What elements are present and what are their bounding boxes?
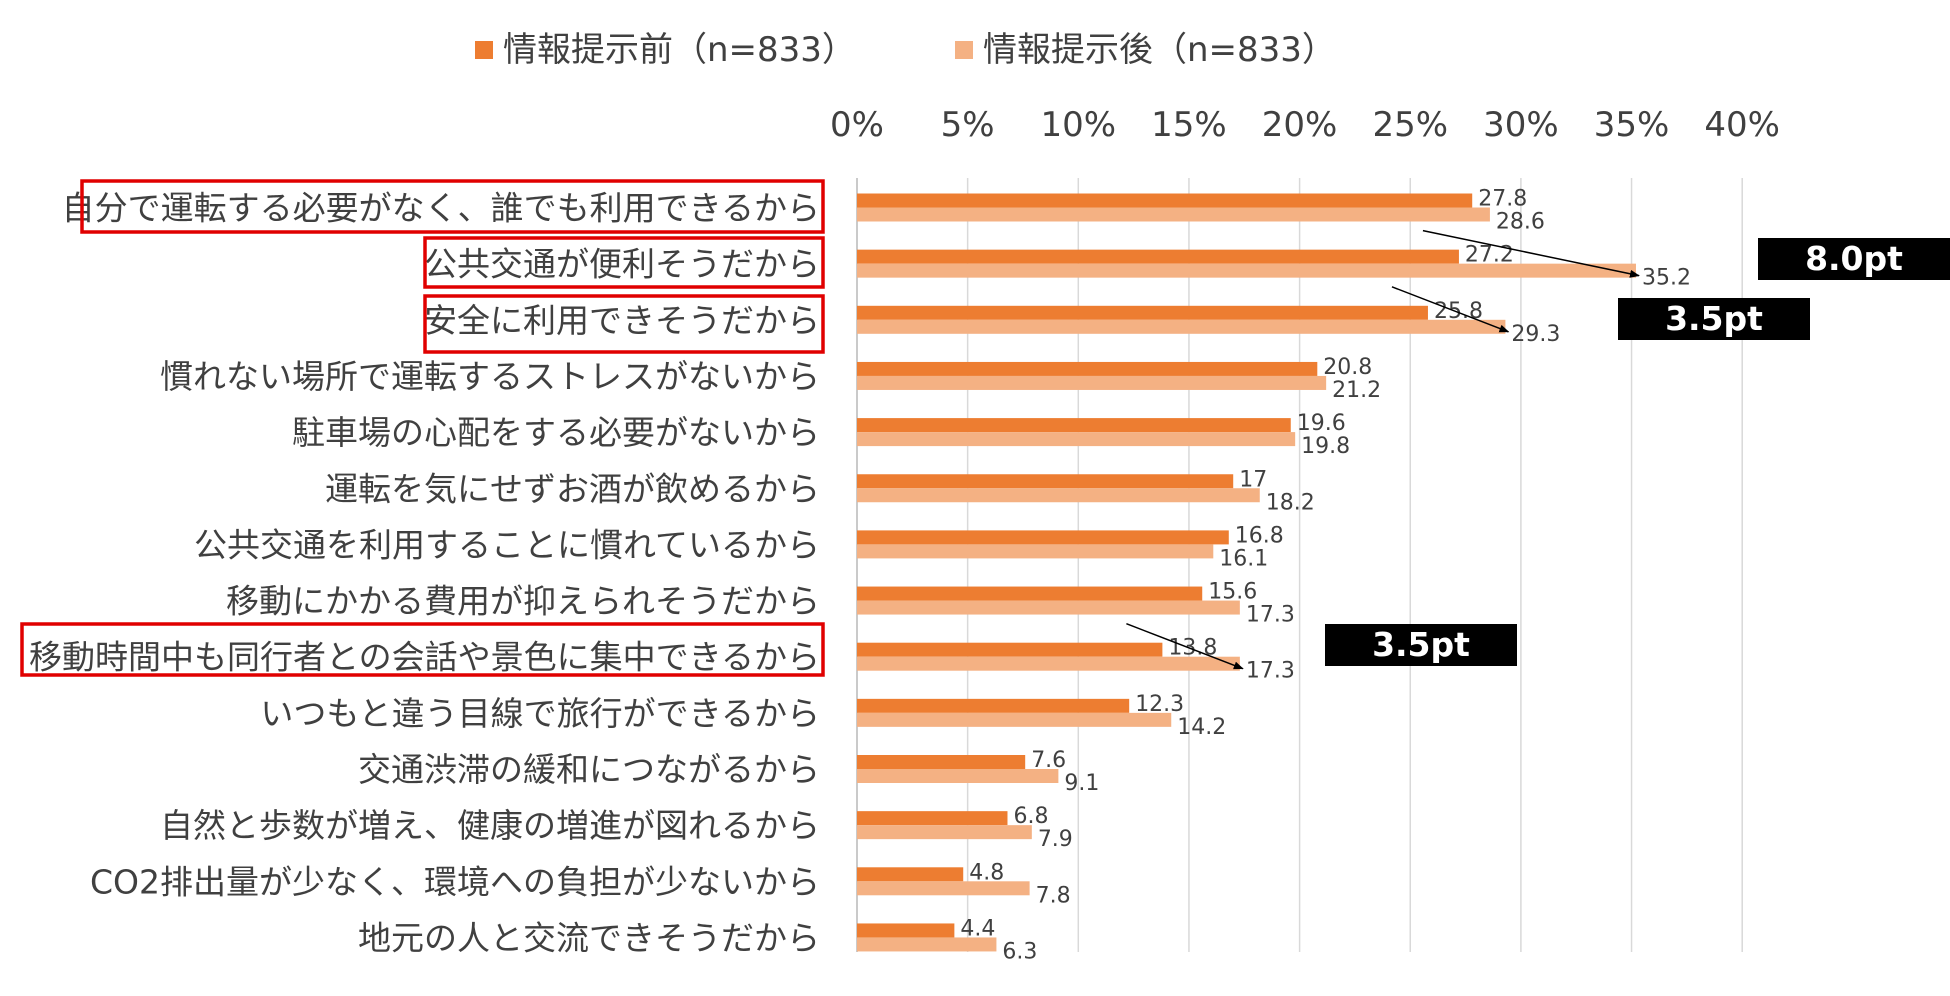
bar-after (857, 207, 1490, 222)
category-label: いつもと違う目線で旅行ができるから (260, 694, 820, 733)
bar-after (857, 712, 1172, 727)
data-label-after: 29.3 (1511, 322, 1560, 347)
bar-after (857, 263, 1636, 278)
bar-before (857, 361, 1318, 376)
category-label: 運転を気にせずお酒が飲めるから (325, 469, 820, 508)
data-label-before: 4.8 (969, 860, 1004, 885)
legend-label: 情報提示前（n=833） (503, 30, 856, 70)
data-label-after: 28.6 (1496, 210, 1545, 235)
x-tick-label: 0% (830, 105, 884, 145)
data-label-after: 14.2 (1177, 715, 1226, 740)
bar-after (857, 825, 1032, 840)
x-tick-label: 35% (1594, 105, 1670, 145)
category-label: 公共交通が便利そうだから (424, 245, 820, 284)
bar-after (857, 375, 1327, 390)
category-label: 自分で運転する必要がなく、誰でも利用できるから (62, 189, 820, 228)
bar-before (857, 249, 1459, 264)
bar-after (857, 769, 1059, 783)
difference-badge (1758, 238, 1950, 280)
bar-before (857, 867, 964, 882)
data-label-before: 12.3 (1135, 692, 1184, 717)
data-label-before: 16.8 (1235, 523, 1284, 548)
difference-badge (1618, 298, 1810, 340)
bar-after (857, 432, 1296, 447)
data-label-after: 17.3 (1246, 603, 1295, 628)
bar-before (857, 474, 1234, 489)
x-tick-label: 20% (1262, 105, 1338, 145)
category-label: 安全に利用できそうだから (424, 301, 820, 340)
data-label-before: 27.8 (1478, 187, 1527, 212)
data-label-after: 18.2 (1266, 490, 1315, 515)
category-label: 駐車場の心配をする必要がないから (292, 413, 820, 452)
data-label-before: 6.8 (1013, 804, 1048, 829)
data-label-before: 4.4 (960, 916, 995, 941)
bar-after (857, 600, 1240, 615)
data-label-before: 25.8 (1434, 299, 1483, 324)
bar-before (857, 586, 1203, 601)
x-tick-label: 40% (1704, 105, 1780, 145)
bar-before (857, 811, 1008, 826)
bar-before (857, 642, 1163, 657)
category-label: 慣れない場所で運転するストレスがないから (160, 357, 820, 396)
change-arrow (1126, 623, 1244, 670)
data-label-before: 15.6 (1208, 580, 1257, 605)
data-label-after: 21.2 (1332, 378, 1381, 403)
x-tick-label: 5% (941, 105, 995, 145)
bar-before (857, 698, 1130, 713)
bar-before (857, 530, 1229, 545)
x-tick-label: 10% (1041, 105, 1117, 145)
bar-after (857, 881, 1030, 896)
bar-after (857, 937, 997, 952)
change-arrow (1391, 286, 1510, 333)
x-tick-label: 30% (1483, 105, 1559, 145)
category-label: 移動にかかる費用が抑えられそうだから (226, 582, 820, 621)
legend-swatch (955, 41, 973, 59)
data-label-before: 7.6 (1031, 748, 1066, 773)
bar-after (857, 319, 1506, 334)
category-highlight-box (80, 179, 825, 234)
category-label: 自然と歩数が増え、健康の増進が図れるから (160, 806, 820, 845)
data-label-after: 35.2 (1642, 266, 1691, 291)
bar-before (857, 305, 1428, 320)
data-label-before: 13.8 (1168, 636, 1217, 661)
category-highlight-box (423, 236, 825, 289)
bar-before (857, 755, 1026, 769)
data-label-before: 27.2 (1465, 243, 1514, 268)
legend-swatch (475, 41, 493, 59)
legend-label: 情報提示後（n=833） (983, 30, 1336, 70)
data-label-after: 19.8 (1301, 434, 1350, 459)
data-label-before: 19.6 (1297, 411, 1346, 436)
bar-before (857, 418, 1291, 433)
data-label-before: 20.8 (1323, 355, 1372, 380)
x-tick-label: 15% (1151, 105, 1227, 145)
bar-after (857, 488, 1260, 503)
bar-before (857, 193, 1473, 208)
category-label: CO2排出量が少なく、環境への負担が少ないから (90, 862, 820, 901)
data-label-after: 7.8 (1036, 883, 1071, 908)
data-label-after: 7.9 (1038, 827, 1073, 852)
category-label: 移動時間中も同行者との会話や景色に集中できるから (29, 638, 820, 677)
data-label-after: 16.1 (1219, 546, 1268, 571)
difference-badge-label: 8.0pt (1805, 239, 1903, 278)
category-label: 交通渋滞の緩和につながるから (358, 750, 820, 789)
difference-badge-label: 3.5pt (1665, 299, 1763, 338)
category-highlight-box (423, 294, 825, 354)
data-label-after: 6.3 (1002, 939, 1037, 964)
bar-after (857, 656, 1240, 671)
data-label-before: 17 (1239, 467, 1267, 492)
category-label: 地元の人と交流できそうだから (358, 918, 820, 957)
category-highlight-box (20, 622, 825, 677)
change-arrow (1422, 229, 1640, 278)
bar-before (857, 923, 955, 938)
data-label-after: 17.3 (1246, 659, 1295, 684)
data-label-after: 9.1 (1064, 771, 1099, 796)
bar-after (857, 544, 1214, 559)
difference-badge-label: 3.5pt (1372, 625, 1470, 664)
category-label: 公共交通を利用することに慣れているから (194, 525, 820, 564)
x-tick-label: 25% (1372, 105, 1448, 145)
difference-badge (1325, 624, 1517, 666)
